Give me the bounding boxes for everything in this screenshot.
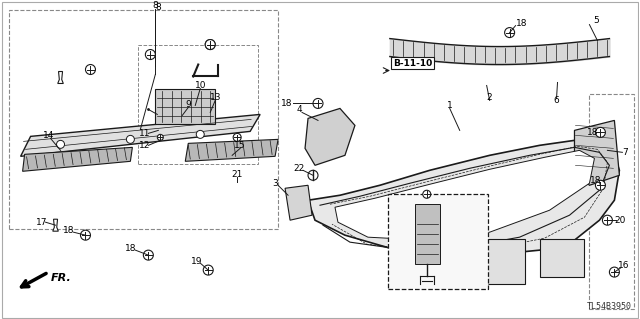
Text: 3: 3	[272, 179, 278, 188]
Text: 7: 7	[623, 148, 628, 157]
Text: 18: 18	[589, 176, 601, 185]
Text: 8: 8	[152, 1, 158, 10]
Text: TL54B3950: TL54B3950	[586, 302, 632, 311]
Text: 5: 5	[593, 16, 599, 25]
Text: 8: 8	[156, 3, 161, 12]
Circle shape	[204, 265, 213, 275]
Text: 15: 15	[234, 141, 246, 150]
Text: 2: 2	[487, 93, 492, 102]
Circle shape	[196, 130, 204, 138]
Circle shape	[504, 28, 515, 38]
Text: 22: 22	[293, 164, 305, 173]
Circle shape	[81, 230, 90, 240]
Text: 9: 9	[186, 100, 191, 109]
Polygon shape	[305, 108, 355, 165]
Text: 13: 13	[209, 93, 221, 102]
Bar	[388, 194, 488, 289]
Text: 14: 14	[43, 131, 54, 140]
Bar	[540, 239, 584, 277]
Circle shape	[205, 40, 215, 49]
Circle shape	[126, 135, 134, 143]
Circle shape	[609, 267, 620, 277]
Text: 18: 18	[125, 244, 136, 253]
Text: 19: 19	[191, 256, 202, 266]
Bar	[156, 89, 215, 124]
Text: 18: 18	[516, 19, 527, 28]
Polygon shape	[22, 147, 132, 171]
Text: 1: 1	[447, 101, 452, 110]
Circle shape	[602, 215, 612, 225]
Text: 16: 16	[618, 261, 629, 270]
Text: 10: 10	[195, 81, 206, 90]
Text: 17: 17	[36, 218, 47, 227]
Text: 4: 4	[296, 105, 302, 114]
Circle shape	[143, 250, 154, 260]
Text: 18: 18	[587, 128, 598, 137]
Text: 11: 11	[139, 129, 150, 138]
Text: 6: 6	[554, 96, 559, 105]
Polygon shape	[335, 150, 595, 240]
Circle shape	[595, 180, 605, 190]
Polygon shape	[285, 185, 312, 220]
Text: 18: 18	[282, 99, 293, 108]
Polygon shape	[58, 71, 63, 84]
Circle shape	[157, 134, 163, 140]
Polygon shape	[575, 120, 620, 185]
Text: FR.: FR.	[51, 273, 71, 283]
Text: 20: 20	[614, 216, 626, 225]
Text: 21: 21	[232, 170, 243, 179]
Circle shape	[313, 99, 323, 108]
Text: 12: 12	[139, 141, 150, 150]
Bar	[589, 94, 634, 309]
Polygon shape	[308, 140, 620, 255]
Polygon shape	[20, 115, 260, 156]
Bar	[138, 45, 258, 164]
Bar	[465, 239, 525, 284]
Circle shape	[595, 127, 605, 137]
Polygon shape	[52, 219, 58, 231]
Bar	[8, 10, 278, 229]
Bar	[415, 204, 440, 264]
Text: B-11-10: B-11-10	[393, 58, 432, 68]
Circle shape	[205, 40, 215, 49]
Circle shape	[56, 140, 65, 148]
Polygon shape	[185, 139, 278, 161]
Circle shape	[145, 49, 156, 60]
Circle shape	[308, 170, 318, 180]
Circle shape	[233, 133, 241, 141]
Circle shape	[423, 190, 431, 198]
Text: 18: 18	[63, 226, 74, 235]
Circle shape	[86, 64, 95, 75]
